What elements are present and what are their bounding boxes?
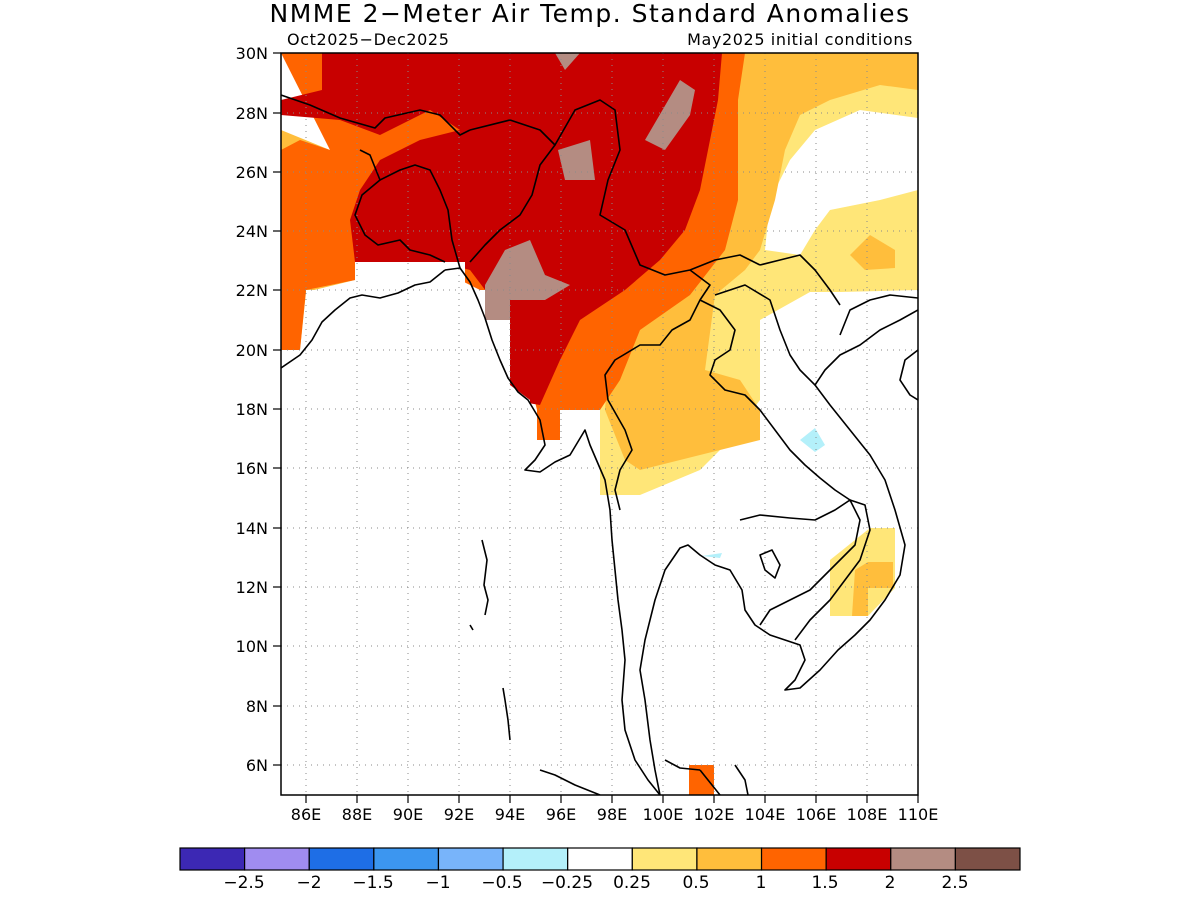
border-laos-vietnam [714,284,816,386]
anomaly-zone-2p5-north [555,53,580,70]
lat-tick-label: 12N [236,578,268,597]
anomaly-zone-neutral-ne [765,110,918,255]
lon-tick-label: 100E [643,805,684,824]
coastline-tonkin [899,349,918,401]
coastline-gulf-thailand [639,309,918,795]
lon-tick-label: 98E [597,805,627,824]
coastline-sumatra [539,769,601,795]
anomaly-zone-2p5-c [485,240,570,320]
border-china-laos-vietnam [759,254,841,306]
lon-tick-labels: 86E 88E 90E 92E 94E 96E 98E 100E 102E 10… [291,805,939,824]
border-thailand-laos [699,299,851,501]
lon-tick-label: 86E [291,805,321,824]
lon-tick-label: 94E [495,805,525,824]
anomaly-zone-2p5-b [558,140,595,180]
map-frame [280,52,919,796]
nicobar-islands [502,687,511,741]
lon-tick-label: 90E [393,805,423,824]
border-india-nepal-bhutan [281,94,471,136]
colorbar-label: 1 [756,873,767,893]
colorbar-label: −2.5 [223,873,264,893]
lon-tick-label: 110E [898,805,939,824]
lat-tick-label: 8N [246,697,268,716]
colorbar-label: 2.5 [941,873,968,893]
no-data-area-south [530,410,600,795]
colorbar-label: −1.5 [352,873,393,893]
tick-marks [273,52,919,803]
anomaly-zone-1-ne [850,235,895,270]
lon-tick-label: 104E [745,805,786,824]
anomaly-zone-1-south [852,562,893,616]
anomaly-zone-cold-a [800,428,825,452]
coastline-south-china [839,294,918,336]
lat-tick-label: 14N [236,519,268,538]
anomaly-zone-2p5-a [645,80,695,150]
colorbar-swatch [760,847,827,871]
colorbar-swatch [308,847,375,871]
coastline-myanmar-west [444,267,661,795]
colorbar-label: 0.25 [613,873,651,893]
border-myanmar-china [554,99,761,276]
colorbar-labels: −2.5 −2 −1.5 −1 −0.5 −0.25 0.25 0.5 1 1.… [223,873,968,893]
colorbar-swatch [890,847,956,871]
lon-tick-label: 96E [546,805,576,824]
colorbar [179,847,1021,871]
coastlines-and-borders [281,94,918,795]
anomaly-field [281,53,918,795]
lon-tick-label: 92E [444,805,474,824]
anomaly-zone-1p5-south [689,765,714,795]
colorbar-label: −2 [296,873,321,893]
anomaly-zone-cold-b [702,553,722,558]
colorbar-label: −0.5 [481,873,522,893]
lon-tick-label: 88E [342,805,372,824]
colorbar-label: 2 [885,873,896,893]
lat-tick-labels: 30N 28N 26N 24N 22N 20N 18N 16N 14N 12N … [236,44,268,775]
border-cambodia-vietnam [794,499,871,641]
forecast-period: Oct2025−Dec2025 [287,30,449,49]
colorbar-label: −0.25 [541,873,593,893]
coastline-malaysia [699,764,749,795]
colorbar-label: −1 [425,873,450,893]
colorbar-swatch [502,847,569,871]
tonle-sap-lake [759,549,781,579]
lat-tick-label: 18N [236,400,268,419]
lon-tick-label: 108E [847,805,888,824]
no-data-area-bay [281,262,530,795]
colorbar-swatch [244,847,310,871]
colorbar-swatch [179,847,246,871]
lat-tick-label: 22N [236,281,268,300]
lat-tick-label: 6N [246,756,268,775]
lon-tick-label: 102E [694,805,735,824]
border-thailand-cambodia [739,499,861,626]
lat-tick-label: 28N [236,104,268,123]
border-thailand-malaysia [664,759,701,771]
lon-tick-label: 106E [796,805,837,824]
lat-tick-label: 20N [236,341,268,360]
colorbar-label: 1.5 [811,873,838,893]
coastline-india-east [281,269,446,369]
colorbar-swatch [954,847,1021,871]
colorbar-label: 0.5 [682,873,709,893]
colorbar-swatch [567,847,633,871]
border-bangladesh [354,149,461,269]
colorbar-swatch [631,847,698,871]
initial-conditions-label: May2025 initial conditions [687,30,913,49]
lat-tick-label: 16N [236,459,268,478]
border-myanmar-thailand [604,269,711,511]
colorbar-swatch [373,847,440,871]
border-india-myanmar [469,119,556,263]
map-title: NMME 2−Meter Air Temp. Standard Anomalie… [270,0,911,28]
lat-tick-label: 30N [236,44,268,63]
colorbar-swatch [825,847,892,871]
lat-tick-label: 10N [236,637,268,656]
andaman-islands [481,539,489,616]
colorbar-swatch [696,847,763,871]
anomaly-zone-1-east [605,53,918,470]
lat-tick-label: 26N [236,163,268,182]
lat-tick-label: 24N [236,222,268,241]
coco-islands [469,624,474,631]
colorbar-swatch [437,847,504,871]
